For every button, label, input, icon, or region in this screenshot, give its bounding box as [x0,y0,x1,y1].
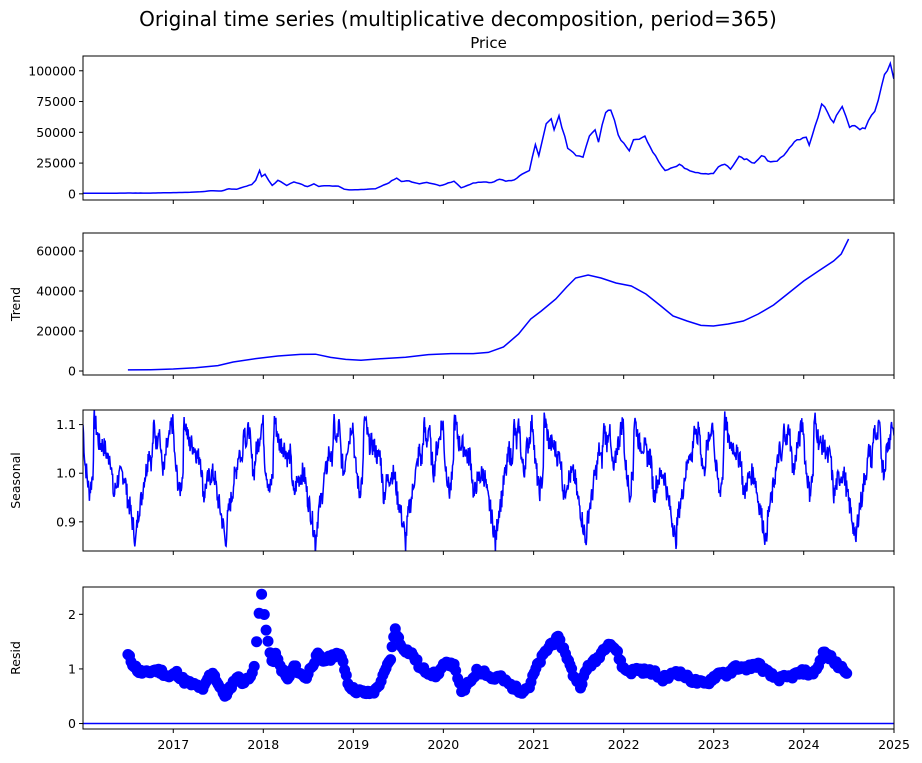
xtick-label: 2017 [157,737,189,752]
xtick-label: 2018 [247,737,279,752]
panels: 0 25000 50000 75000 100000 Price 0 20000 40000 60… [8,34,910,752]
resid-point [385,654,397,666]
price-series-line [83,60,894,195]
resid-point [337,656,349,668]
xtick-label: 2025 [878,737,910,752]
xtick-label: 2023 [698,737,730,752]
panel-resid: 0 1 2 2017 2018 2019 2020 2021 2022 2023 2024 2025 R… [8,586,910,752]
resid-axes-frame [82,586,895,730]
resid-ytick-label: 1 [68,661,76,676]
price-ytick-label: 50000 [36,125,76,140]
price-ytick-label: 75000 [36,94,76,109]
panel-seasonal: 0.9 1.0 1.1 Seasonal [8,409,895,555]
resid-point [248,660,260,672]
trend-series-line [127,238,850,371]
seasonal-ytick-label: 1.1 [56,417,76,432]
trend-ytick-label: 20000 [36,324,76,339]
seasonal-axes-frame [82,409,895,552]
seasonal-ytick-label: 1.0 [56,466,76,481]
xtick-label: 2022 [608,737,640,752]
seasonal-series-line [83,410,894,551]
price-axes-frame [82,55,895,201]
trend-ytick-label: 40000 [36,284,76,299]
resid-point [256,588,268,600]
trend-ylabel: Trend [8,287,23,322]
price-ytick-label: 0 [68,186,76,201]
trend-data [127,238,850,371]
resid-point [251,636,263,648]
seasonal-ylabel: Seasonal [8,452,23,509]
price-panel-title: Price [470,34,507,52]
resid-ytick-label: 2 [68,607,76,622]
trend-axes-frame [82,232,895,376]
resid-point [340,669,352,681]
panel-trend: 0 20000 40000 60000 Trend [8,232,895,379]
resid-point [262,635,274,647]
trend-ytick-label: 60000 [36,244,76,259]
seasonal-data [83,410,894,551]
resid-point [841,667,853,679]
xtick-label: 2021 [518,737,550,752]
price-data [83,60,894,195]
resid-ytick-label: 0 [68,716,76,731]
price-ytick-label: 100000 [28,63,76,78]
resid-data [83,588,894,725]
figure-title: Original time series (multiplicative dec… [139,7,777,31]
resid-point [258,609,270,620]
trend-ytick-label: 0 [68,364,76,379]
xtick-label: 2024 [788,737,820,752]
resid-ylabel: Resid [8,641,23,675]
xtick-label: 2019 [337,737,369,752]
seasonal-ytick-label: 0.9 [56,514,76,529]
price-ytick-label: 25000 [36,156,76,171]
panel-price: 0 25000 50000 75000 100000 Price [28,34,895,204]
resid-point [260,624,272,636]
xtick-label: 2020 [427,737,459,752]
